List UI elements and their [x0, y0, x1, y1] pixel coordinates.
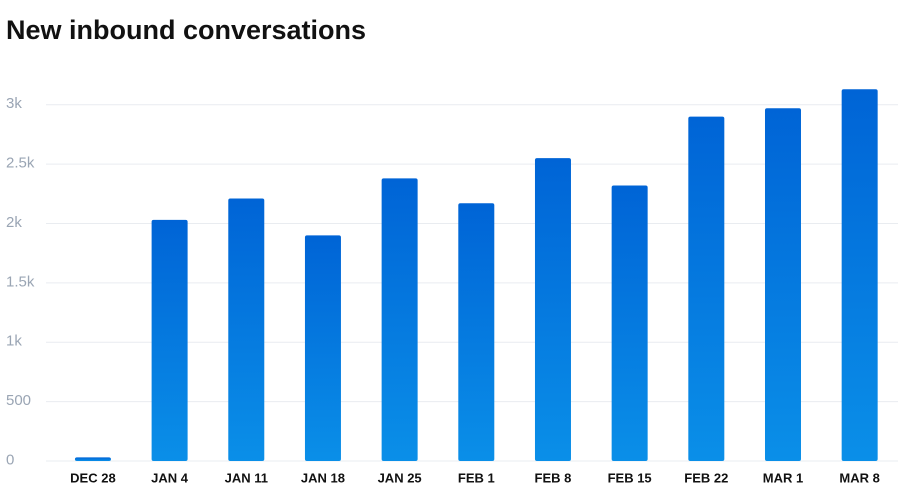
x-tick-label: JAN 4	[151, 470, 189, 485]
x-tick-label: JAN 18	[301, 470, 345, 485]
x-tick-label: MAR 1	[763, 470, 803, 485]
y-tick-label: 2.5k	[6, 155, 35, 172]
bar	[534, 158, 571, 461]
x-tick-label: FEB 8	[535, 470, 572, 485]
bar	[688, 116, 725, 462]
bar	[841, 89, 878, 461]
bar	[458, 203, 495, 462]
y-tick-label: 0	[6, 451, 14, 468]
y-tick-label: 1k	[6, 333, 22, 350]
chart-title: New inbound conversations	[6, 15, 366, 45]
x-tick-label: FEB 22	[684, 470, 728, 485]
bar	[74, 457, 111, 461]
bar	[304, 235, 341, 461]
x-tick-label: JAN 25	[378, 470, 422, 485]
x-tick-label: JAN 11	[225, 470, 268, 485]
bar	[764, 108, 801, 462]
x-tick-label: FEB 15	[608, 470, 652, 485]
bar	[151, 219, 188, 461]
x-tick-label: MAR 8	[839, 470, 879, 485]
bar	[611, 185, 648, 461]
y-tick-label: 1.5k	[6, 273, 35, 290]
x-tick-label: DEC 28	[70, 470, 116, 485]
x-tick-label: FEB 1	[458, 470, 495, 485]
bar	[228, 198, 265, 461]
y-tick-label: 2k	[6, 214, 22, 231]
bar	[381, 178, 418, 461]
y-tick-label: 500	[6, 392, 31, 409]
y-tick-label: 3k	[6, 95, 22, 112]
